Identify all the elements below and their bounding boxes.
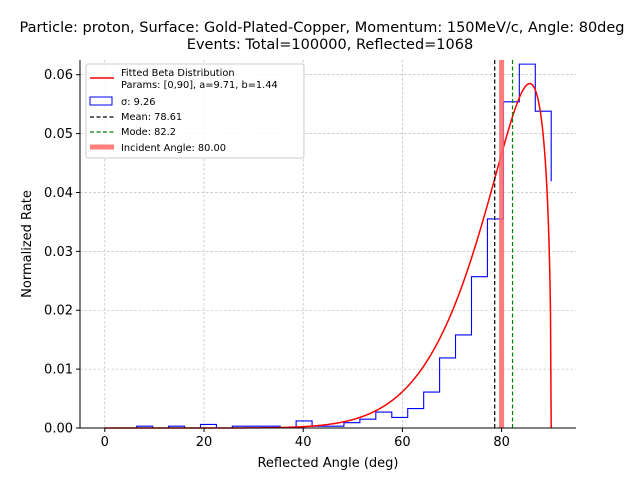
x-tick-label: 40 <box>295 435 312 450</box>
y-tick-label: 0.05 <box>44 127 73 142</box>
legend-incident-label: Incident Angle: 80.00 <box>121 143 226 154</box>
legend-hist-swatch <box>89 96 113 106</box>
chart-title-line2: Events: Total=100000, Reflected=1068 <box>187 37 473 53</box>
x-tick-label: 20 <box>196 435 213 450</box>
y-tick-label: 0.02 <box>44 304 73 319</box>
legend: Fitted Beta Distribution Params: [0,90],… <box>85 63 305 159</box>
chart-title-line1: Particle: proton, Surface: Gold-Plated-C… <box>19 20 624 36</box>
x-tick-label: 60 <box>394 435 411 450</box>
y-axis-label: Normalized Rate <box>20 190 35 298</box>
x-ticks: 0 20 40 60 80 <box>101 428 510 450</box>
y-tick-label: 0.03 <box>44 245 73 260</box>
legend-box <box>85 63 305 159</box>
legend-mode-label: Mode: 82.2 <box>121 127 176 138</box>
x-tick-label: 80 <box>493 435 510 450</box>
y-ticks: 0.00 0.01 0.02 0.03 0.04 0.05 0.06 <box>44 68 80 437</box>
y-tick-label: 0.00 <box>44 422 73 437</box>
legend-fit-label-1: Fitted Beta Distribution <box>121 68 235 79</box>
axes <box>79 60 576 429</box>
y-tick-label: 0.04 <box>44 186 73 201</box>
x-axis-label: Reflected Angle (deg) <box>257 456 398 471</box>
reference-lines <box>494 60 514 428</box>
y-tick-label: 0.01 <box>44 363 73 378</box>
legend-fit-label-2: Params: [0,90], a=9.71, b=1.44 <box>121 80 278 91</box>
x-tick-label: 0 <box>101 435 109 450</box>
legend-hist-label: σ: 9.26 <box>121 97 155 108</box>
legend-mean-label: Mean: 78.61 <box>121 112 182 123</box>
y-tick-label: 0.06 <box>44 68 73 83</box>
